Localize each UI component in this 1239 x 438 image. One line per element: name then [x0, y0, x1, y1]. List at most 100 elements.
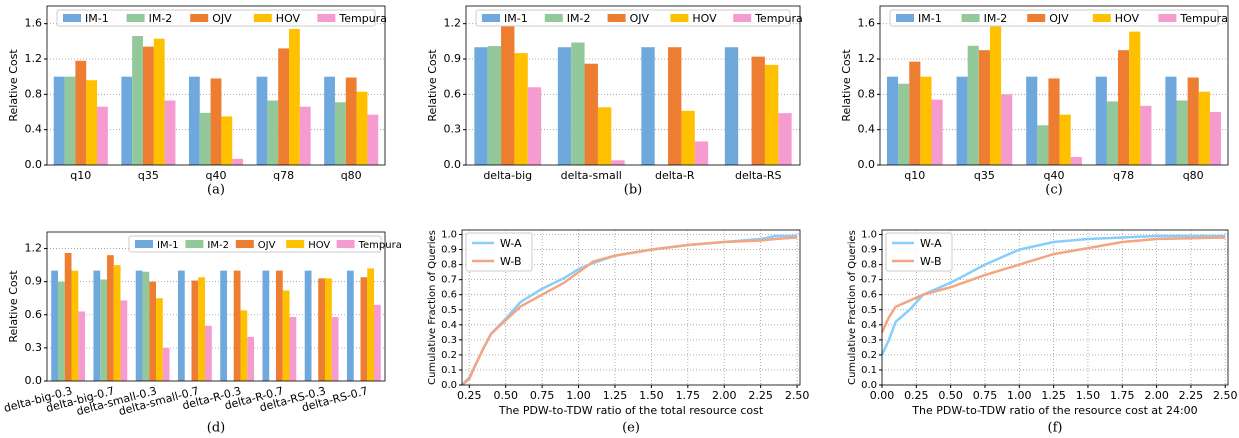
caption: (f): [1048, 421, 1063, 436]
bar: [205, 325, 212, 381]
bar: [501, 26, 515, 166]
x-tick-label: 1.00: [566, 389, 591, 402]
bar: [142, 271, 150, 381]
bar: [100, 279, 107, 381]
x-tick-label: q35: [138, 169, 159, 182]
legend-label: IM-2: [207, 240, 229, 251]
legend-label: Tempura: [338, 12, 387, 25]
bar: [121, 76, 133, 165]
x-tick-label: 0.75: [973, 389, 998, 402]
y-tick-label: 0.7: [441, 275, 457, 286]
legend-swatch: [733, 14, 752, 22]
bar: [153, 38, 165, 165]
y-tick-label: 0.1: [861, 365, 877, 376]
y-axis-label: Relative Cost: [426, 49, 439, 122]
bar: [156, 298, 163, 381]
bar: [1176, 100, 1188, 165]
bar: [325, 278, 332, 381]
bar: [275, 270, 283, 381]
bar: [78, 311, 86, 381]
legend-swatch: [190, 14, 209, 22]
bar: [474, 47, 488, 165]
bar: [199, 112, 211, 165]
x-axis-label: The PDW-to-TDW ratio of the resource cos…: [911, 404, 1197, 417]
y-tick-label: 0.6: [861, 290, 877, 301]
bar: [188, 76, 200, 165]
bar: [221, 116, 233, 165]
x-tick-label: 0.75: [530, 389, 555, 402]
bar: [64, 76, 76, 165]
legend-label: Tempura: [358, 240, 402, 251]
legend-label: IM-1: [157, 240, 179, 251]
legend-label: OJV: [1049, 12, 1069, 25]
bar: [989, 25, 1002, 165]
bar: [967, 45, 979, 165]
bar: [641, 47, 655, 165]
x-tick-label: q10: [904, 169, 925, 182]
bar: [345, 77, 357, 165]
caption: (e): [622, 421, 640, 436]
bar: [93, 270, 101, 381]
legend-swatch: [253, 14, 272, 22]
x-tick-label: 1.25: [603, 389, 628, 402]
legend-label: W-B: [920, 255, 942, 268]
legend-swatch: [1158, 14, 1177, 22]
y-tick-label: 0.1: [441, 365, 457, 376]
legend-label: IM-2: [149, 12, 173, 25]
x-tick-label: 1.75: [676, 389, 701, 402]
bar: [247, 336, 255, 381]
y-axis-label: Cumulative Fraction of Queries: [847, 230, 858, 385]
legend-swatch: [1027, 14, 1046, 22]
x-tick-label: delta-big: [483, 169, 532, 182]
x-tick-label: 2.00: [1144, 389, 1169, 402]
bar: [132, 36, 143, 166]
bar: [1001, 94, 1013, 165]
bar: [360, 277, 368, 381]
y-tick-label: 1.0: [861, 230, 877, 241]
x-tick-label: 0.00: [870, 389, 895, 402]
y-tick-label: 0.9: [25, 275, 43, 288]
bar: [1037, 125, 1049, 165]
caption: (d): [207, 421, 225, 436]
bar: [71, 270, 79, 381]
bar: [331, 316, 339, 381]
bar: [557, 47, 572, 165]
y-tick-label: 1.6: [858, 17, 876, 30]
x-tick-label: 0.25: [904, 389, 929, 402]
line-series: [880, 236, 1226, 333]
y-tick-label: 0.5: [861, 305, 877, 316]
bar: [233, 270, 241, 381]
bar: [1129, 31, 1141, 165]
bar: [1118, 50, 1130, 165]
y-tick-label: 1.2: [858, 52, 876, 65]
legend-label: HOV: [276, 12, 301, 25]
x-tick-label: 2.25: [748, 389, 773, 402]
legend-label: HOV: [1115, 12, 1140, 25]
bar: [724, 47, 739, 165]
bar: [597, 107, 612, 165]
x-tick-label: 0.50: [493, 389, 518, 402]
plot-frame: [881, 229, 1229, 386]
legend-swatch: [317, 14, 336, 22]
bar: [751, 56, 765, 166]
y-tick-label: 0.8: [861, 260, 877, 271]
legend-label: W-B: [500, 255, 522, 268]
bar: [1165, 76, 1177, 165]
y-tick-label: 0.4: [25, 123, 43, 136]
plot-frame: [46, 231, 386, 382]
bar: [318, 278, 326, 381]
y-tick-label: 1.0: [441, 230, 457, 241]
y-tick-label: 0.8: [441, 260, 457, 271]
bar: [1070, 157, 1082, 165]
bar: [304, 270, 312, 381]
x-tick-label: q80: [1183, 169, 1204, 182]
bar: [764, 64, 779, 165]
legend-label: IM-2: [567, 12, 591, 25]
bar: [1198, 91, 1210, 165]
plot-frame: [879, 5, 1229, 166]
plot-frame: [465, 5, 801, 166]
bar: [584, 63, 598, 165]
bar: [356, 91, 368, 165]
legend-box: [465, 232, 533, 272]
